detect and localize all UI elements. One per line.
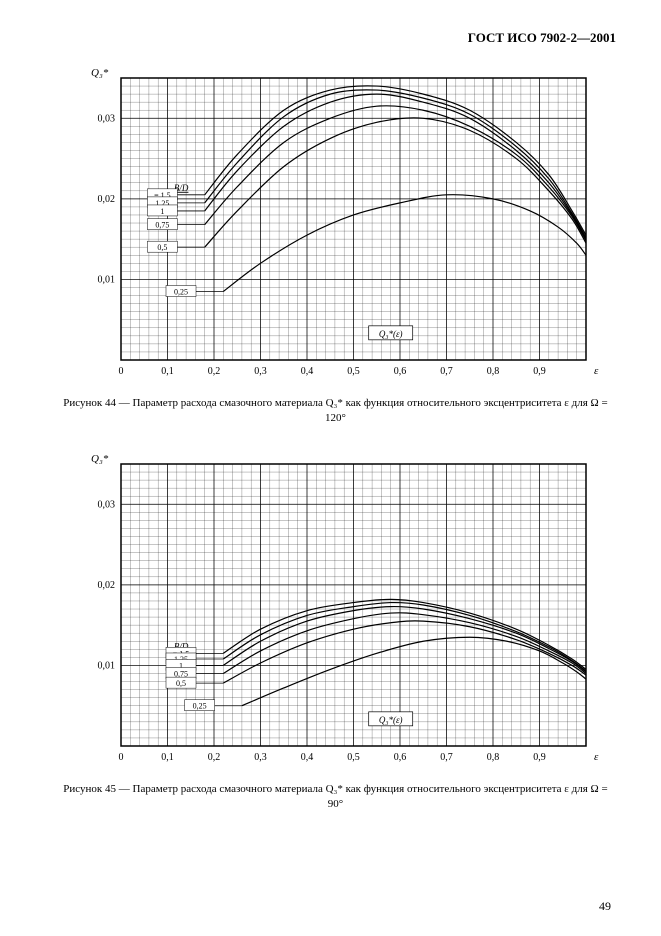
svg-text:ε: ε [594,365,599,377]
svg-text:0,6: 0,6 [393,366,406,377]
svg-text:0,5: 0,5 [176,679,186,688]
svg-text:0: 0 [118,366,123,377]
svg-text:0,9: 0,9 [533,366,546,377]
document-header: ГОСТ ИСО 7902-2—2001 [55,30,616,46]
svg-text:0,02: 0,02 [97,194,115,205]
svg-text:Q₃*: Q₃* [91,67,109,79]
svg-text:0,3: 0,3 [254,752,267,763]
svg-text:0,01: 0,01 [97,660,115,671]
page: ГОСТ ИСО 7902-2—2001 0 0,1 0,2 0,3 0,4 0,5 0,6… [0,0,661,936]
svg-text:0,9: 0,9 [533,752,546,763]
svg-text:0,5: 0,5 [347,752,360,763]
svg-text:0,25: 0,25 [174,288,188,297]
chart-bottom-caption: Рисунок 45 — Параметр расхода смазочного… [55,782,616,812]
page-number: 49 [599,899,611,914]
svg-text:Q₃*(ε): Q₃*(ε) [378,329,402,339]
svg-text:0,25: 0,25 [192,701,206,710]
svg-text:0,5: 0,5 [157,243,167,252]
chart-bottom-block: 0 0,1 0,2 0,3 0,4 0,5 0,6 0,7 0,8 0,9 ε 0,01 0,02 0,0… [55,446,616,812]
svg-text:1: 1 [160,207,164,216]
svg-text:0,7: 0,7 [440,366,453,377]
svg-text:Q₃*: Q₃* [91,453,109,465]
svg-text:0,01: 0,01 [97,274,115,285]
svg-text:0,6: 0,6 [393,752,406,763]
svg-text:ε: ε [594,751,599,763]
svg-text:0,8: 0,8 [486,366,499,377]
svg-text:0,1: 0,1 [161,752,174,763]
svg-text:0,7: 0,7 [440,752,453,763]
chart-top-block: 0 0,1 0,2 0,3 0,4 0,5 0,6 0,7 0,8 0,9 ε 0,01 0,02 0,0… [55,60,616,426]
svg-text:0,3: 0,3 [254,366,267,377]
svg-text:0,5: 0,5 [347,366,360,377]
svg-text:0,8: 0,8 [486,752,499,763]
svg-text:0,03: 0,03 [97,113,115,124]
svg-text:0,75: 0,75 [155,221,169,230]
chart-top-caption: Рисунок 44 — Параметр расхода смазочного… [55,396,616,426]
svg-text:0,2: 0,2 [207,752,220,763]
svg-text:0: 0 [118,752,123,763]
chart-top: 0 0,1 0,2 0,3 0,4 0,5 0,6 0,7 0,8 0,9 ε 0,01 0,02 0,0… [66,60,606,390]
svg-text:Q₃*(ε): Q₃*(ε) [378,715,402,725]
svg-text:0,4: 0,4 [300,366,313,377]
svg-text:0,4: 0,4 [300,752,313,763]
svg-text:0,02: 0,02 [97,580,115,591]
svg-text:0,2: 0,2 [207,366,220,377]
chart-bottom: 0 0,1 0,2 0,3 0,4 0,5 0,6 0,7 0,8 0,9 ε 0,01 0,02 0,0… [66,446,606,776]
svg-text:0,1: 0,1 [161,366,174,377]
svg-text:0,03: 0,03 [97,499,115,510]
